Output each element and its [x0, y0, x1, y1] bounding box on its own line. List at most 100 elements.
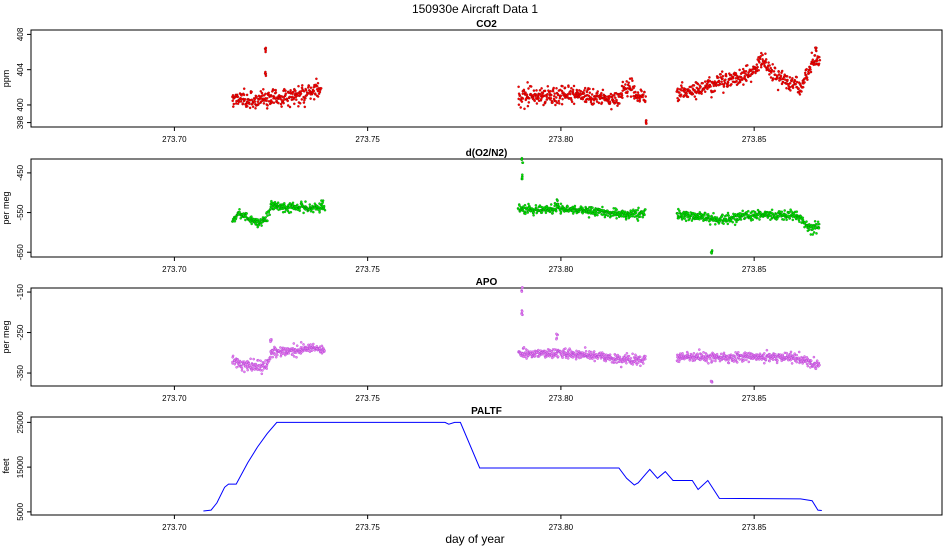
data-point: [559, 210, 563, 214]
x-tick-label: 273.75: [355, 523, 380, 532]
data-point: [715, 216, 719, 219]
data-point: [694, 97, 698, 101]
data-point: [795, 80, 799, 84]
data-point: [538, 354, 541, 358]
data-point: [683, 217, 686, 220]
data-point: [602, 352, 606, 356]
data-point: [298, 102, 302, 105]
data-point: [811, 58, 815, 61]
data-point: [677, 98, 681, 102]
data-point: [722, 91, 725, 94]
data-point: [302, 343, 305, 346]
data-point: [233, 220, 237, 223]
data-point: [788, 76, 792, 79]
data-point: [791, 77, 794, 80]
data-point: [567, 85, 570, 89]
data-point: [721, 214, 724, 217]
data-point: [550, 350, 554, 353]
data-point: [785, 86, 788, 90]
data-point: [680, 84, 683, 87]
data-point: [250, 98, 254, 102]
data-point: [540, 87, 543, 90]
data-point: [676, 212, 680, 215]
data-point: [293, 102, 296, 106]
data-point: [538, 89, 542, 92]
data-point: [618, 102, 621, 105]
data-point: [321, 199, 325, 202]
data-point: [315, 345, 319, 348]
data-point: [696, 82, 700, 86]
data-point: [781, 80, 785, 84]
data-point: [604, 359, 608, 363]
data-point: [768, 64, 771, 67]
data-point: [296, 203, 299, 207]
data-point: [759, 55, 762, 58]
x-tick-label: 273.80: [549, 265, 574, 274]
data-point: [641, 95, 644, 99]
data-point: [803, 221, 807, 225]
data-point: [555, 96, 558, 99]
data-point: [261, 369, 264, 372]
data-point: [800, 90, 803, 93]
data-point: [747, 360, 751, 364]
data-point: [809, 359, 813, 362]
data-point: [779, 78, 783, 81]
plot-frame: [30, 29, 943, 128]
data-point: [684, 87, 687, 91]
data-point: [549, 96, 553, 100]
data-point: [307, 84, 311, 88]
data-point: [791, 218, 795, 222]
data-point: [614, 210, 617, 213]
data-point: [818, 58, 822, 62]
data-point: [708, 219, 712, 222]
data-point: [236, 95, 240, 99]
data-point: [679, 93, 683, 96]
data-point: [801, 85, 805, 89]
data-point: [526, 349, 529, 352]
data-point: [640, 210, 644, 214]
data-point: [260, 91, 264, 95]
data-point: [765, 348, 769, 352]
data-point: [723, 81, 727, 85]
panel-3: APO per meg -150 -250 -350 273.70 273.75 273.80…: [1, 277, 943, 403]
data-point: [717, 80, 721, 84]
x-tick-label: 273.70: [162, 394, 187, 403]
data-point: [788, 81, 792, 85]
x-tick-label: 273.85: [742, 394, 767, 403]
data-point: [744, 70, 748, 73]
data-point: [585, 353, 588, 356]
data-point: [719, 352, 723, 356]
data-point: [632, 208, 635, 211]
data-point: [627, 81, 630, 84]
data-point: [541, 206, 544, 209]
data-point: [566, 92, 570, 96]
data-point: [609, 92, 613, 96]
data-point: [322, 204, 326, 208]
data-point: [700, 92, 703, 95]
data-point: [572, 102, 576, 106]
data-point: [253, 100, 257, 103]
data-point: [528, 97, 531, 100]
data-point: [630, 77, 634, 80]
data-point: [803, 71, 807, 75]
data-point: [592, 350, 596, 353]
data-point: [554, 354, 558, 357]
data-point: [722, 351, 726, 355]
data-point: [644, 208, 647, 211]
data-point: [783, 209, 786, 212]
data-point: [517, 85, 520, 89]
data-point: [759, 65, 763, 69]
data-point: [763, 361, 766, 365]
data-point: [274, 91, 278, 94]
data-point: [583, 346, 587, 349]
data-point: [644, 95, 647, 98]
data-point-spike: [269, 340, 272, 344]
data-point: [584, 100, 588, 104]
data-point: [280, 105, 283, 108]
data-point: [774, 213, 778, 216]
data-point: [582, 92, 586, 95]
data-point: [546, 92, 549, 96]
y-tick-label: -350: [16, 364, 25, 381]
data-point: [250, 222, 253, 226]
data-point: [789, 208, 792, 211]
